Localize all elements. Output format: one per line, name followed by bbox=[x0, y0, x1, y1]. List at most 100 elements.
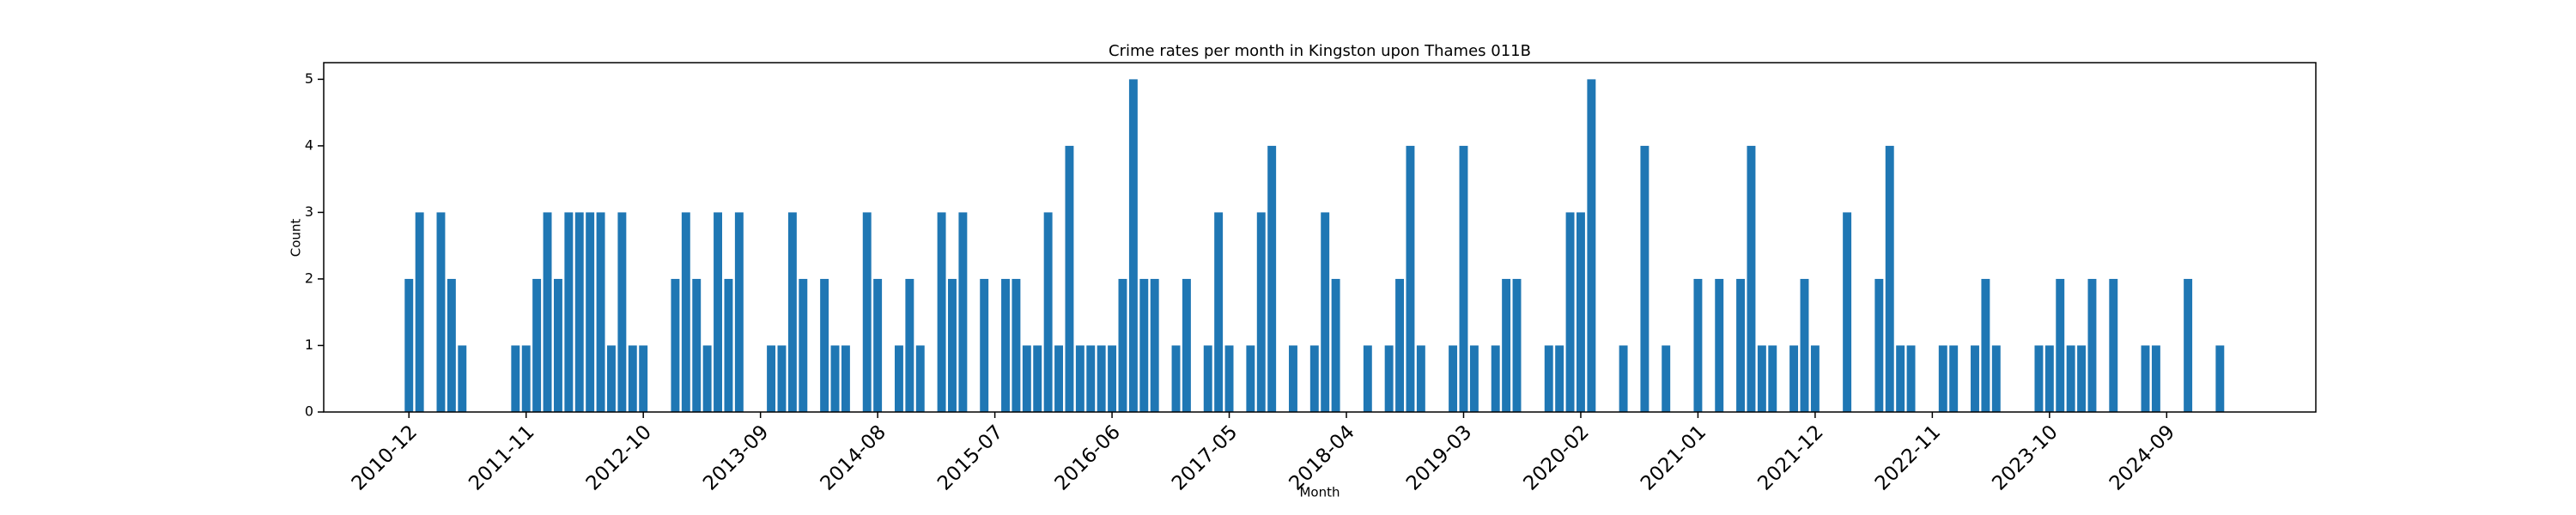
bar bbox=[1736, 278, 1746, 412]
chart-title: Crime rates per month in Kingston upon T… bbox=[1109, 42, 1531, 60]
bar bbox=[1981, 278, 1990, 412]
bar bbox=[1406, 145, 1415, 412]
bar bbox=[948, 278, 957, 412]
bar bbox=[553, 278, 562, 412]
bar bbox=[1118, 278, 1127, 412]
y-tick-label: 2 bbox=[305, 270, 313, 286]
bar bbox=[2044, 345, 2054, 412]
bar bbox=[714, 212, 722, 412]
bar bbox=[1459, 145, 1468, 412]
bar bbox=[436, 212, 446, 412]
bar bbox=[1086, 345, 1096, 412]
bar bbox=[458, 345, 467, 412]
bar bbox=[1544, 345, 1553, 412]
bar bbox=[1384, 345, 1394, 412]
bar bbox=[1469, 345, 1479, 412]
bar bbox=[799, 278, 808, 412]
y-tick-label: 5 bbox=[305, 70, 313, 87]
bar bbox=[1843, 212, 1852, 412]
bar bbox=[1331, 278, 1340, 412]
bar bbox=[958, 212, 968, 412]
bar bbox=[734, 212, 744, 412]
bar bbox=[1938, 345, 1947, 412]
y-tick-label: 4 bbox=[305, 136, 313, 153]
bar bbox=[1662, 345, 1671, 412]
bar bbox=[617, 212, 627, 412]
bar bbox=[2141, 345, 2150, 412]
bar bbox=[787, 212, 797, 412]
bar bbox=[1991, 345, 2001, 412]
bar bbox=[2215, 345, 2225, 412]
bar bbox=[447, 278, 456, 412]
bar bbox=[767, 345, 776, 412]
bar bbox=[1491, 345, 1500, 412]
bar bbox=[1033, 345, 1042, 412]
bar bbox=[1449, 345, 1458, 412]
bar bbox=[841, 345, 850, 412]
bar bbox=[1576, 212, 1585, 412]
bar bbox=[1309, 345, 1319, 412]
bar bbox=[1949, 345, 1959, 412]
bar bbox=[1565, 212, 1575, 412]
bar bbox=[873, 278, 883, 412]
bar bbox=[1065, 145, 1074, 412]
bar bbox=[521, 345, 531, 412]
bar bbox=[596, 212, 605, 412]
bar bbox=[1022, 345, 1031, 412]
bar bbox=[1182, 278, 1191, 412]
bar bbox=[1043, 212, 1053, 412]
bar bbox=[404, 278, 414, 412]
bar bbox=[1224, 345, 1234, 412]
bar bbox=[543, 212, 552, 412]
bar bbox=[1971, 345, 1979, 412]
bar bbox=[1203, 345, 1212, 412]
bar bbox=[415, 212, 424, 412]
bar bbox=[2034, 345, 2044, 412]
bar bbox=[1789, 345, 1799, 412]
bar bbox=[607, 345, 616, 412]
bar bbox=[1502, 278, 1511, 412]
bar bbox=[1619, 345, 1628, 412]
bar bbox=[1587, 79, 1596, 412]
bar bbox=[1150, 278, 1159, 412]
bar bbox=[1363, 345, 1372, 412]
bar bbox=[511, 345, 520, 412]
bar bbox=[1757, 345, 1766, 412]
bar bbox=[2066, 345, 2075, 412]
bar bbox=[820, 278, 829, 412]
bar bbox=[671, 278, 680, 412]
bar bbox=[724, 278, 733, 412]
bar bbox=[1267, 145, 1277, 412]
bar bbox=[2184, 278, 2193, 412]
bar bbox=[1512, 278, 1522, 412]
bar bbox=[1768, 345, 1777, 412]
bar bbox=[2077, 345, 2087, 412]
bar bbox=[1885, 145, 1894, 412]
bar bbox=[894, 345, 903, 412]
bar bbox=[1640, 145, 1649, 412]
bar bbox=[1097, 345, 1106, 412]
bar bbox=[1001, 278, 1010, 412]
bar bbox=[1555, 345, 1564, 412]
bar bbox=[1810, 345, 1820, 412]
bar bbox=[1214, 212, 1224, 412]
bar bbox=[1246, 345, 1255, 412]
bar bbox=[1715, 278, 1724, 412]
bar bbox=[1075, 345, 1084, 412]
bar bbox=[2056, 278, 2065, 412]
bar bbox=[639, 345, 648, 412]
bar bbox=[915, 345, 925, 412]
bar bbox=[1896, 345, 1905, 412]
bar bbox=[1395, 278, 1405, 412]
bar bbox=[1054, 345, 1064, 412]
y-tick-label: 0 bbox=[305, 403, 313, 420]
bar bbox=[830, 345, 840, 412]
bar bbox=[1800, 278, 1809, 412]
bar bbox=[702, 345, 712, 412]
bar bbox=[1139, 278, 1149, 412]
bar bbox=[1256, 212, 1266, 412]
bar bbox=[1416, 345, 1425, 412]
y-tick-label: 1 bbox=[305, 336, 313, 353]
